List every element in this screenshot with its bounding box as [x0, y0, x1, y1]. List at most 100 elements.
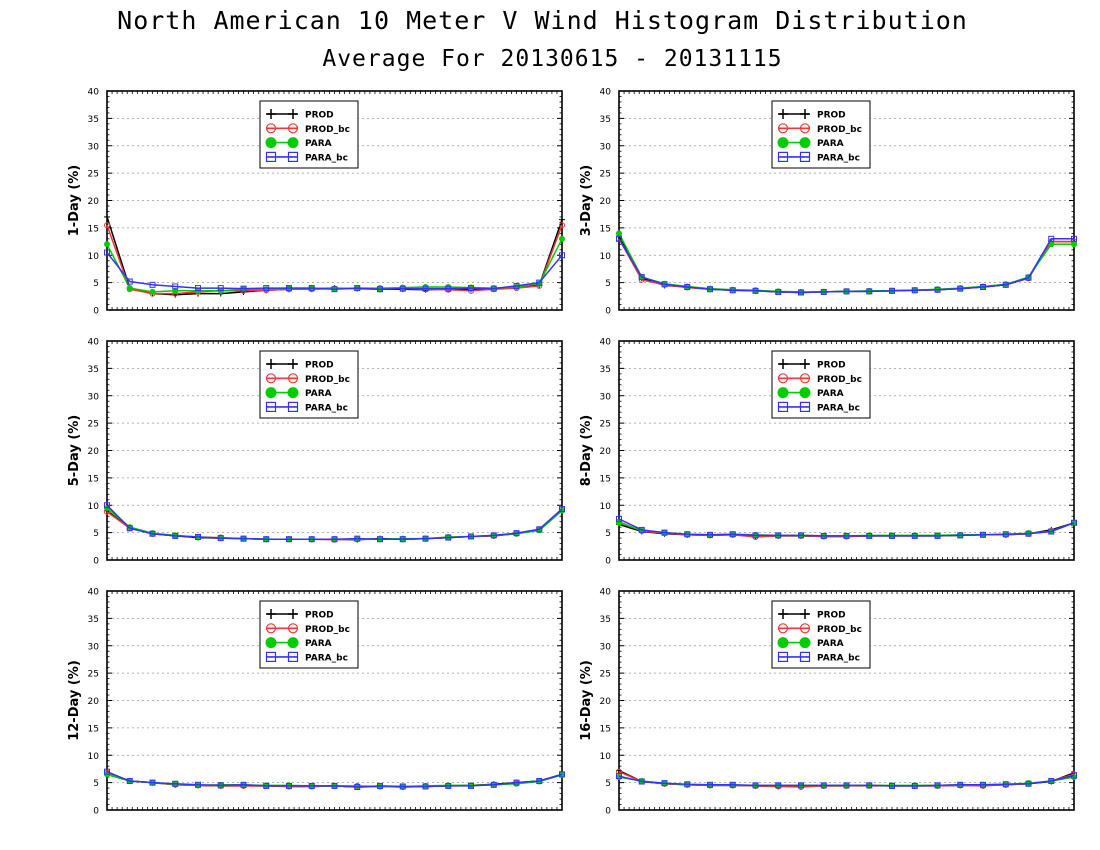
legend-label: PROD — [817, 611, 846, 621]
data-point — [149, 779, 156, 786]
legend-entry-PROD_bc: PROD_bc — [265, 373, 350, 385]
series-PARA_bc — [616, 772, 1077, 789]
y-tick-label: 25 — [88, 420, 99, 430]
data-point — [331, 536, 338, 543]
legend-marker — [778, 359, 788, 369]
legend-marker — [265, 387, 277, 399]
series-PARA_bc — [616, 235, 1077, 296]
legend-entry-PARA_bc: PARA_bc — [265, 151, 348, 163]
series-line — [106, 771, 563, 788]
chart-subtitle: Average For 20130615 - 20131115 — [322, 46, 783, 72]
plot-frame — [106, 340, 563, 561]
legend-entry-PARA: PARA — [265, 387, 332, 399]
y-tick-label: 5 — [605, 279, 611, 289]
legend-marker — [799, 123, 811, 134]
y-tick-label: 30 — [600, 642, 612, 652]
series-line — [106, 252, 563, 290]
y-tick-label: 0 — [605, 557, 611, 567]
data-point — [729, 531, 736, 538]
data-point — [1071, 235, 1077, 242]
data-point — [559, 216, 565, 223]
data-point — [536, 777, 543, 784]
data-point — [729, 287, 736, 294]
legend-marker — [265, 651, 277, 663]
legend-entry-PROD: PROD — [778, 109, 846, 121]
legend-marker — [265, 151, 277, 162]
y-tick-label: 30 — [88, 142, 100, 152]
legend-entry-PARA_bc: PARA_bc — [265, 401, 348, 413]
data-point — [354, 784, 361, 791]
y-axis-label: 1-Day (%) — [67, 165, 82, 237]
data-point — [149, 281, 156, 288]
data-point — [1071, 519, 1077, 526]
y-tick-label: 35 — [600, 115, 611, 125]
data-point — [172, 287, 179, 294]
chart-panel-1: 0 5 10 15 20 25 30 35 40 1-Day (%) PROD PROD_bc PARA… — [67, 88, 565, 317]
legend-label: PROD — [305, 361, 334, 371]
data-point — [843, 288, 850, 295]
data-point — [513, 282, 520, 289]
legend-label: PARA_bc — [817, 403, 860, 413]
legend-marker — [778, 109, 788, 119]
chart-panel-4: 0 5 10 15 20 25 30 35 40 8-Day (%) PROD PROD_bc PARA… — [579, 338, 1077, 567]
data-point — [638, 778, 645, 785]
series-PARA_bc — [104, 249, 565, 293]
data-point — [889, 532, 895, 539]
data-point — [104, 502, 110, 509]
data-point — [399, 536, 406, 543]
data-point — [616, 773, 622, 780]
data-point — [638, 274, 645, 281]
data-point — [798, 782, 804, 789]
y-tick-label: 5 — [93, 279, 99, 289]
data-point — [513, 530, 520, 537]
legend-label: PARA — [817, 389, 844, 399]
data-point — [866, 782, 873, 789]
y-tick-label: 10 — [88, 252, 100, 262]
legend-marker — [287, 623, 299, 634]
y-tick-label: 40 — [600, 588, 612, 598]
series-line — [106, 504, 563, 540]
legend-label: PROD — [817, 111, 846, 121]
data-point — [217, 782, 224, 789]
data-point — [331, 782, 338, 789]
data-point — [377, 782, 383, 789]
series-PARA_bc — [104, 502, 565, 543]
legend-entry-PROD_bc: PROD_bc — [777, 623, 862, 635]
legend-marker — [287, 401, 299, 412]
data-point — [195, 534, 201, 541]
data-point — [354, 535, 361, 542]
data-point — [445, 782, 452, 789]
legend-marker — [777, 387, 789, 399]
chart-panel-2: 0 5 10 15 20 25 30 35 40 3-Day (%) PROD PROD_bc PARA… — [579, 88, 1077, 317]
y-tick-label: 0 — [605, 307, 611, 317]
legend-marker — [799, 151, 811, 162]
data-point — [126, 278, 133, 285]
legend-marker — [800, 609, 810, 619]
y-tick-label: 25 — [600, 670, 611, 680]
plot-frame — [618, 590, 1075, 811]
data-point — [172, 283, 179, 290]
legend-label: PROD_bc — [817, 125, 862, 135]
y-tick-label: 25 — [88, 670, 99, 680]
legend-marker — [799, 623, 811, 634]
series-line — [618, 774, 1075, 787]
data-point — [866, 288, 873, 295]
legend-marker — [777, 137, 789, 149]
legend-marker — [287, 637, 299, 649]
legend-label: PARA — [305, 389, 332, 399]
legend-entry-PROD: PROD — [266, 609, 334, 621]
data-point — [377, 286, 383, 293]
legend-marker — [287, 137, 299, 149]
data-point — [752, 287, 759, 294]
data-point — [104, 768, 110, 775]
legend-label: PROD_bc — [817, 375, 862, 385]
legend-marker — [777, 123, 789, 134]
legend-marker — [288, 109, 298, 119]
data-point — [616, 235, 622, 242]
y-tick-label: 10 — [600, 502, 612, 512]
data-point — [707, 286, 713, 293]
y-tick-label: 35 — [600, 365, 611, 375]
chart-panel-5: 0 5 10 15 20 25 30 35 40 12-Day (%) PROD PROD_bc PAR… — [67, 588, 565, 817]
chart-legend: PROD PROD_bc PARA PARA_bc — [259, 350, 359, 419]
data-point — [399, 783, 406, 790]
